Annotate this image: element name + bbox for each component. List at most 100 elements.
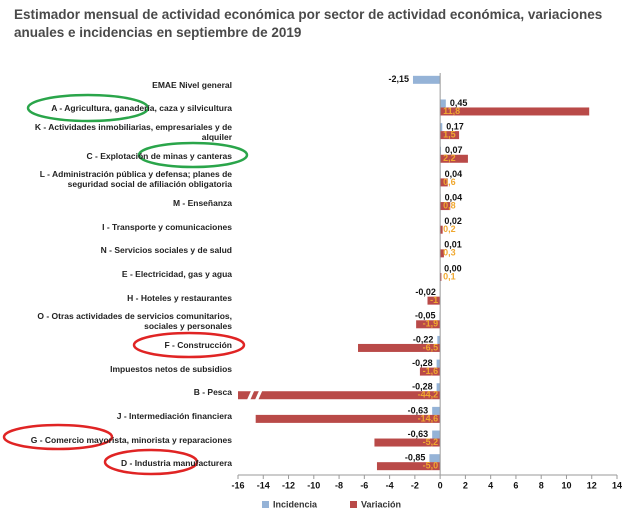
legend-label: Incidencia <box>273 499 318 509</box>
highlight <box>132 331 246 359</box>
data-label: 0,1 <box>443 271 456 281</box>
bar <box>427 296 441 305</box>
x-tick-label: -12 <box>282 480 295 490</box>
data-label: 0,45 <box>450 98 468 108</box>
category-label: Impuestos netos de subsidios <box>110 363 232 374</box>
data-label: 0,07 <box>445 145 463 155</box>
category-label: L - Administración pública y defensa; pl… <box>39 169 232 190</box>
bar <box>432 406 441 415</box>
axis-break <box>246 382 258 402</box>
data-label: -0,85 <box>405 453 426 463</box>
data-label: 0,04 <box>445 169 463 179</box>
highlight <box>137 141 249 169</box>
bar <box>412 75 441 84</box>
category-label: H - Hoteles y restaurantes <box>127 292 232 303</box>
bar <box>440 107 590 116</box>
bar <box>437 335 441 344</box>
x-tick-label: 2 <box>463 480 468 490</box>
data-label: 0,17 <box>446 121 464 131</box>
data-label: 2,2 <box>443 153 456 163</box>
bar <box>436 359 441 368</box>
category-label: O - Otras actividades de servicios comun… <box>37 311 232 332</box>
data-label: -0,22 <box>413 334 434 344</box>
data-label: -0,28 <box>412 358 433 368</box>
data-label: 11,8 <box>443 106 460 116</box>
highlight <box>2 423 114 451</box>
category-label: K - Actividades inmobiliarias, empresari… <box>34 122 232 143</box>
x-tick-label: 6 <box>513 480 518 490</box>
category-label: G - Comercio mayorista, minorista y repa… <box>30 434 232 445</box>
annotations <box>2 93 249 476</box>
data-label: -5,0 <box>423 461 439 471</box>
data-label: -0,02 <box>415 287 436 297</box>
category-label: A - Agricultura, ganadería, caza y silvi… <box>51 103 232 114</box>
bar <box>429 454 441 463</box>
legend-swatch <box>262 501 269 508</box>
category-label: D - Industria manufacturera <box>121 458 232 469</box>
x-tick-label: -14 <box>257 480 270 490</box>
data-label: -0,63 <box>408 429 429 439</box>
bar <box>255 414 441 423</box>
bar <box>376 462 441 471</box>
data-label: -0,28 <box>412 382 433 392</box>
data-label: -0,05 <box>415 311 436 321</box>
x-tick-label: 10 <box>561 480 571 490</box>
category-label: N - Servicios sociales y de salud <box>100 245 232 256</box>
x-tick-label: 12 <box>587 480 597 490</box>
bar <box>358 343 441 352</box>
bar <box>440 131 460 140</box>
x-tick-label: 4 <box>488 480 493 490</box>
x-tick-label: -8 <box>335 480 343 490</box>
data-label: -6,5 <box>423 342 439 352</box>
bar <box>416 320 441 329</box>
category-label: I - Transporte y comunicaciones <box>102 221 232 232</box>
data-label: -14,6 <box>418 413 439 423</box>
x-tick-label: 14 <box>612 480 622 490</box>
data-label: 0,8 <box>443 200 456 210</box>
bar <box>432 430 441 439</box>
category-label: M - Enseñanza <box>172 198 232 209</box>
data-label: -2,15 <box>388 74 409 84</box>
data-label: -1,6 <box>423 366 439 376</box>
data-label: -5,2 <box>423 437 439 447</box>
axis-break <box>254 382 266 402</box>
bar <box>440 273 442 281</box>
x-tick-label: -16 <box>231 480 244 490</box>
x-tick-label: 8 <box>539 480 544 490</box>
data-label: 0,01 <box>444 240 462 250</box>
bar <box>436 383 441 392</box>
bar <box>374 438 441 447</box>
bar <box>419 367 441 376</box>
data-label: 0,02 <box>444 216 462 226</box>
category-label: C - Explotación de minas y canteras <box>86 150 233 161</box>
bar <box>440 99 446 108</box>
bar <box>440 154 468 163</box>
bars <box>238 75 590 471</box>
data-label: -1,9 <box>423 319 439 329</box>
highlight <box>26 93 150 123</box>
x-tick-label: -4 <box>386 480 394 490</box>
data-label: -44,2 <box>418 390 439 400</box>
data-label: -1 <box>430 295 438 305</box>
data-label: 1,5 <box>443 129 456 139</box>
x-tick-label: 0 <box>438 480 443 490</box>
legend-label: Variación <box>361 499 401 509</box>
category-label: E - Electricidad, gas y agua <box>121 269 232 279</box>
data-label: 0,3 <box>443 248 456 258</box>
bar <box>440 249 444 258</box>
data-label: 0,6 <box>443 177 456 187</box>
data-label: -0,63 <box>408 405 429 415</box>
x-tick-label: -10 <box>307 480 320 490</box>
category-label: J - Intermediación financiera <box>116 410 232 421</box>
legend-swatch <box>350 501 357 508</box>
bar <box>440 202 451 211</box>
bar <box>238 391 441 400</box>
data-label: 0,2 <box>443 224 456 234</box>
bar <box>440 225 443 234</box>
data-label: 0,00 <box>444 263 462 273</box>
bar <box>440 178 448 187</box>
bar <box>440 123 443 132</box>
highlight <box>103 448 199 476</box>
